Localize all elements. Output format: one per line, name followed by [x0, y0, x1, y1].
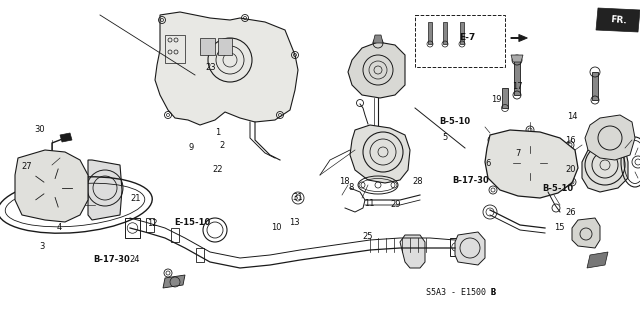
Polygon shape: [373, 35, 383, 43]
Polygon shape: [428, 22, 432, 44]
Polygon shape: [514, 60, 520, 95]
Text: 29: 29: [390, 200, 401, 209]
Text: 21: 21: [131, 194, 141, 203]
Text: 16: 16: [566, 136, 576, 145]
Text: 10: 10: [271, 223, 282, 232]
Polygon shape: [163, 275, 185, 288]
Bar: [415, 15, 505, 67]
Text: B: B: [490, 288, 495, 297]
Polygon shape: [511, 55, 523, 62]
Polygon shape: [585, 115, 635, 160]
Polygon shape: [348, 42, 405, 98]
Polygon shape: [200, 38, 215, 55]
Polygon shape: [502, 88, 508, 108]
Text: 11: 11: [364, 199, 374, 208]
Text: 9: 9: [188, 143, 193, 152]
Polygon shape: [350, 125, 410, 183]
Bar: [196, 248, 204, 262]
Text: 6: 6: [485, 159, 490, 168]
Polygon shape: [400, 235, 425, 268]
Text: 20: 20: [566, 165, 576, 174]
Bar: [171, 228, 179, 242]
Text: 4: 4: [56, 223, 61, 232]
Text: B-5-10: B-5-10: [439, 117, 470, 126]
Polygon shape: [88, 160, 122, 220]
Polygon shape: [455, 232, 485, 265]
Text: 1: 1: [215, 128, 220, 137]
Text: 25: 25: [363, 232, 373, 241]
Text: 8: 8: [348, 183, 353, 192]
Polygon shape: [587, 252, 608, 268]
Text: B-5-10: B-5-10: [543, 184, 573, 193]
Text: E-15-10: E-15-10: [174, 218, 210, 227]
Text: 18: 18: [339, 177, 349, 186]
Bar: [450, 238, 462, 256]
Text: 24: 24: [129, 255, 140, 264]
Polygon shape: [592, 72, 598, 100]
Text: 2: 2: [220, 141, 225, 150]
Text: B-17-30: B-17-30: [93, 255, 131, 264]
Polygon shape: [460, 22, 464, 44]
Text: 27: 27: [22, 162, 32, 171]
Bar: [146, 218, 154, 232]
Text: 30: 30: [35, 125, 45, 134]
Text: 23: 23: [206, 63, 216, 72]
Polygon shape: [60, 133, 72, 142]
Polygon shape: [572, 218, 600, 248]
Polygon shape: [582, 140, 628, 192]
Text: 12: 12: [147, 220, 157, 228]
Polygon shape: [155, 12, 298, 125]
Text: 5: 5: [442, 133, 447, 142]
Text: 22: 22: [212, 165, 223, 174]
Text: 7: 7: [516, 149, 521, 158]
Text: 15: 15: [554, 223, 564, 232]
Text: 28: 28: [412, 177, 422, 186]
Polygon shape: [596, 8, 640, 32]
FancyArrowPatch shape: [511, 35, 527, 42]
Bar: [165, 35, 185, 63]
Text: 14: 14: [568, 112, 578, 121]
Text: 19: 19: [491, 95, 501, 104]
Polygon shape: [443, 22, 447, 44]
Text: 17: 17: [512, 82, 522, 91]
Text: 13: 13: [289, 218, 300, 227]
Text: E-7: E-7: [459, 33, 476, 42]
Text: S5A3 - E1500 B: S5A3 - E1500 B: [426, 288, 496, 297]
Text: FR.: FR.: [611, 15, 628, 25]
Polygon shape: [15, 150, 88, 222]
Bar: [125, 218, 140, 238]
Polygon shape: [218, 38, 232, 55]
Text: 31: 31: [292, 193, 303, 202]
Polygon shape: [485, 130, 578, 198]
Text: 26: 26: [566, 208, 576, 217]
Text: 3: 3: [40, 242, 45, 251]
Text: B-17-30: B-17-30: [452, 176, 489, 185]
